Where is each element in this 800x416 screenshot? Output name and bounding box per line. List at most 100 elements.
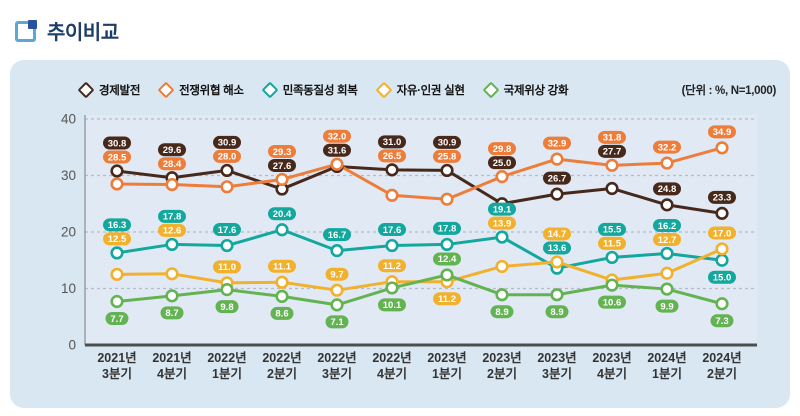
value-pill <box>158 223 186 237</box>
value-text: 30.8 <box>108 138 127 149</box>
value-text: 23.3 <box>713 193 732 204</box>
value-pill <box>708 226 736 240</box>
data-point <box>110 164 124 178</box>
value-pill <box>158 157 186 171</box>
value-text: 28.0 <box>218 152 237 163</box>
data-point <box>605 250 619 265</box>
legend-item-2[interactable]: 민족동질성 회복 <box>261 81 358 99</box>
value-pill <box>598 236 626 250</box>
value-text: 16.7 <box>328 230 347 241</box>
value-text: 20.4 <box>273 209 292 220</box>
data-point <box>550 152 564 166</box>
value-pill <box>653 182 681 196</box>
data-point <box>440 163 454 178</box>
value-text: 17.6 <box>383 225 402 236</box>
data-point <box>660 246 674 261</box>
legend-label: 전쟁위협 해소 <box>179 85 244 97</box>
legend-item-0[interactable]: 경제발전 <box>77 81 141 99</box>
value-pill <box>653 140 681 154</box>
value-text: 10.1 <box>383 300 402 311</box>
series-markers-2 <box>110 223 729 275</box>
data-point <box>330 244 344 258</box>
chart-legend: 경제발전 전쟁위협 해소 민족동질성 회복 자유·인권 실현 국제위상 강화 (단위 :… <box>28 80 776 100</box>
value-text: 31.0 <box>383 137 402 148</box>
value-text: 24.8 <box>658 184 677 195</box>
value-pill <box>488 142 516 156</box>
value-pill <box>160 306 184 320</box>
value-pill <box>213 260 241 274</box>
value-text: 25.8 <box>438 152 457 163</box>
trend-compare-icon <box>14 19 38 43</box>
data-point <box>165 237 179 252</box>
value-pill <box>323 129 351 143</box>
data-point <box>385 238 399 253</box>
svg-text:10: 10 <box>61 281 76 296</box>
value-pill <box>378 149 406 163</box>
value-text: 11.0 <box>218 262 236 273</box>
data-point <box>110 177 124 191</box>
value-pill <box>433 149 461 163</box>
data-point <box>550 288 564 302</box>
value-text: 28.4 <box>163 159 182 170</box>
series-line-0 <box>115 164 724 215</box>
value-pill <box>433 252 461 266</box>
legend-item-1[interactable]: 전쟁위협 해소 <box>157 81 244 99</box>
value-text: 12.6 <box>163 226 182 237</box>
value-text: 9.9 <box>660 301 673 312</box>
value-pill <box>653 218 681 232</box>
legend-item-4[interactable]: 국제위상 강화 <box>482 81 569 99</box>
value-pill <box>488 216 516 230</box>
value-text: 8.7 <box>165 308 178 319</box>
data-point <box>715 206 729 220</box>
data-point <box>440 192 454 206</box>
data-point <box>660 156 674 170</box>
value-text: 31.6 <box>328 146 347 157</box>
icon-square-fill <box>28 19 37 29</box>
data-point <box>385 281 399 295</box>
data-point <box>165 289 179 303</box>
data-point <box>385 188 399 202</box>
unit-label: (단위 : %, N=1,000) <box>681 85 777 97</box>
series-markers-4 <box>110 268 729 312</box>
data-point <box>110 267 124 281</box>
icon-square-outline <box>15 20 36 42</box>
value-text: 27.6 <box>273 161 292 172</box>
series-line-2 <box>115 228 724 270</box>
value-pill <box>325 315 349 329</box>
data-point <box>605 158 619 172</box>
value-text: 7.3 <box>715 316 728 327</box>
value-text: 7.1 <box>330 317 344 328</box>
data-point <box>660 282 674 296</box>
series-markers-0 <box>110 159 729 220</box>
value-pill <box>708 125 736 139</box>
value-text: 32.2 <box>658 142 677 153</box>
data-point <box>110 294 124 309</box>
value-pill <box>158 209 186 223</box>
value-text: 29.3 <box>273 147 292 158</box>
value-text: 26.5 <box>383 151 402 162</box>
value-pill <box>325 267 349 281</box>
value-pill <box>543 227 571 241</box>
data-point <box>550 255 564 269</box>
legend-item-3[interactable]: 자유·인권 실현 <box>375 81 465 99</box>
data-point <box>385 163 399 177</box>
legend-label: 자유·인권 실현 <box>396 85 465 97</box>
data-point <box>495 230 509 244</box>
series-markers-1 <box>110 141 729 206</box>
data-point <box>330 283 344 297</box>
data-point <box>110 246 124 260</box>
value-text: 32.0 <box>328 132 347 143</box>
value-pill <box>378 135 406 149</box>
legend-label: 경제발전 <box>99 85 141 97</box>
data-point <box>715 242 729 256</box>
value-text: 12.7 <box>658 235 677 246</box>
value-text: 30.9 <box>218 138 237 149</box>
value-text: 17.8 <box>438 224 457 235</box>
value-pill <box>543 136 571 150</box>
